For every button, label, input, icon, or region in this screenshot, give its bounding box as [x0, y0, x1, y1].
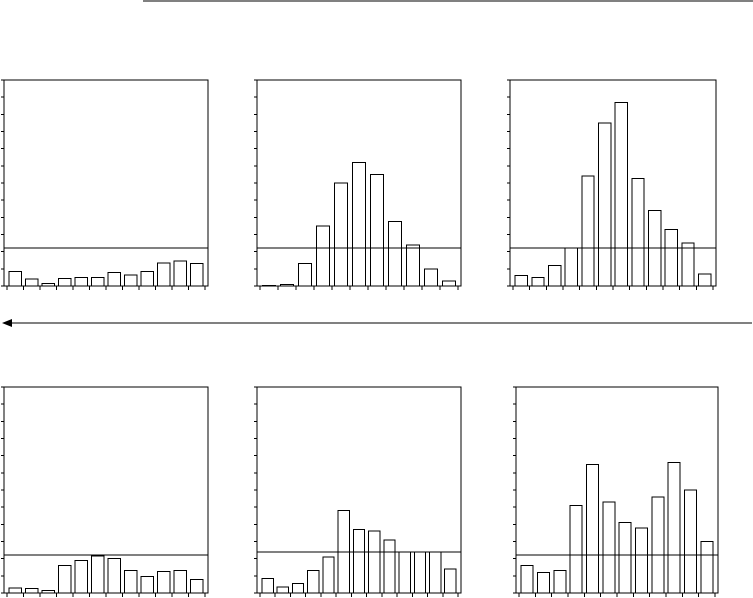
bar — [441, 280, 457, 287]
bar — [261, 284, 277, 287]
bar — [368, 530, 381, 594]
bar — [383, 539, 396, 594]
bar — [307, 570, 320, 594]
bar — [91, 555, 105, 594]
bar — [564, 247, 579, 287]
bar — [684, 489, 698, 594]
bar — [173, 260, 187, 287]
bar — [91, 276, 105, 287]
bar — [664, 228, 679, 287]
bar — [569, 504, 583, 594]
bar — [700, 541, 714, 594]
bar — [514, 275, 529, 287]
bar — [157, 262, 171, 287]
bar — [315, 225, 331, 287]
bar — [635, 527, 649, 594]
bar — [548, 264, 562, 287]
bar — [369, 173, 385, 287]
chart-panel-2 — [254, 79, 462, 290]
chart-panel-1 — [1, 79, 209, 290]
bar — [553, 570, 567, 594]
bar — [586, 463, 600, 594]
bar — [297, 263, 313, 287]
bar — [537, 571, 551, 594]
bar — [333, 182, 349, 287]
bar — [173, 570, 187, 594]
bar — [413, 551, 427, 594]
bar — [124, 570, 138, 594]
bar — [107, 558, 121, 594]
bar — [58, 277, 72, 287]
bar — [631, 178, 645, 287]
chart-panel-5 — [254, 386, 462, 597]
bar — [41, 282, 55, 287]
bar — [398, 551, 411, 594]
chart-panel-6 — [513, 386, 719, 597]
bar — [531, 276, 545, 287]
bar — [279, 283, 295, 287]
bar — [8, 270, 22, 287]
bar — [602, 501, 616, 594]
bar — [387, 221, 403, 287]
bar — [140, 270, 154, 287]
bar — [8, 587, 22, 594]
bar — [618, 522, 632, 594]
bar — [352, 529, 366, 594]
bar — [276, 586, 290, 594]
bar — [261, 577, 274, 594]
bar — [351, 161, 367, 287]
chart-panel-3 — [507, 79, 717, 290]
bar — [322, 556, 335, 594]
bar — [581, 175, 595, 287]
bar — [190, 578, 204, 594]
bar — [124, 274, 138, 287]
bar — [291, 583, 305, 594]
bar — [405, 244, 421, 287]
bar — [107, 271, 121, 287]
bar — [74, 276, 88, 287]
bar — [614, 101, 629, 287]
flow-arrow — [2, 319, 752, 327]
bar — [667, 462, 681, 594]
plot-frame — [3, 79, 209, 287]
bar — [74, 559, 88, 594]
bar — [25, 278, 39, 287]
bar — [423, 268, 439, 287]
bar — [651, 496, 665, 594]
chart-panel-4 — [1, 386, 209, 597]
bar — [190, 263, 204, 287]
bar — [698, 273, 712, 287]
bar — [25, 588, 39, 594]
bar — [444, 568, 457, 594]
bar — [157, 571, 171, 594]
bar — [429, 551, 442, 594]
bar — [41, 589, 55, 594]
bar — [520, 565, 534, 594]
bar — [598, 122, 612, 287]
bar — [58, 565, 72, 594]
plot-frame — [3, 386, 209, 594]
bar — [681, 242, 695, 287]
bar — [140, 576, 154, 594]
